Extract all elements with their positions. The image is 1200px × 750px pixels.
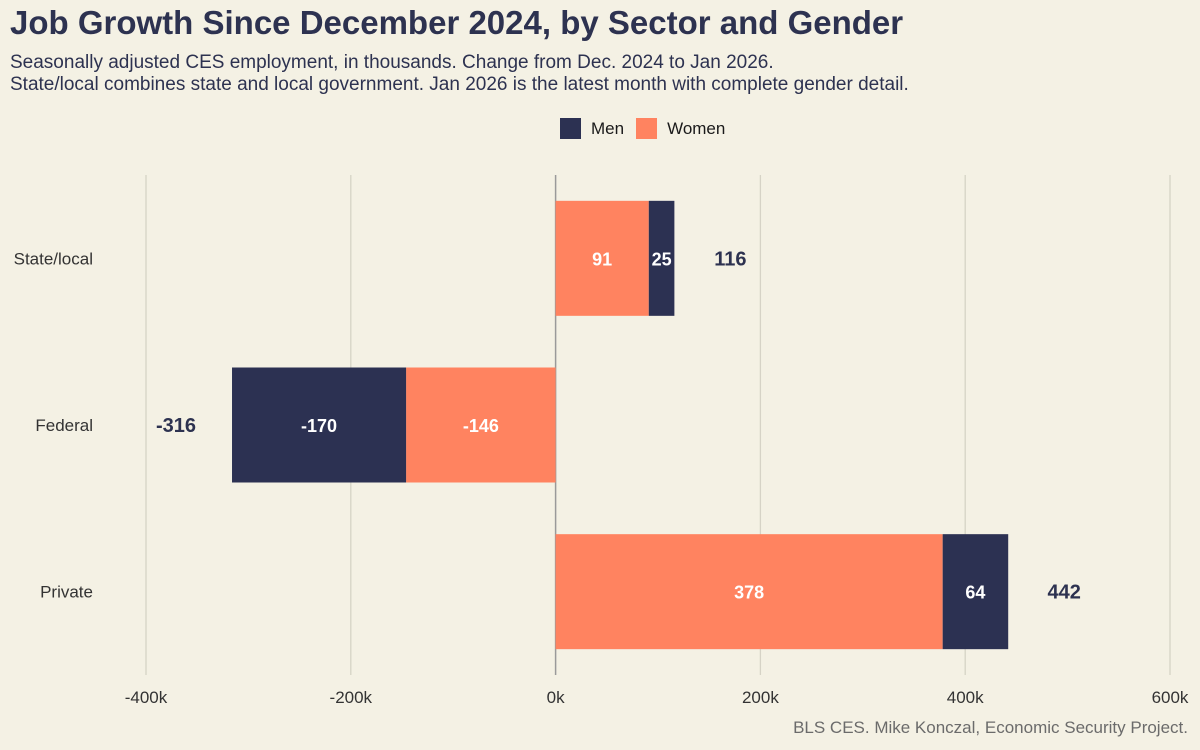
source-caption: BLS CES. Mike Konczal, Economic Security…	[793, 718, 1188, 737]
chart-subtitle: Seasonally adjusted CES employment, in t…	[10, 52, 909, 96]
x-tick-label: -200k	[330, 688, 373, 707]
legend-label-women: Women	[667, 118, 726, 138]
bar-men	[232, 367, 407, 483]
bar-women	[555, 200, 649, 316]
legend-key-men	[560, 118, 581, 139]
x-tick-label: 200k	[742, 688, 779, 707]
x-tick-label: 600k	[1152, 688, 1189, 707]
legend: Men Women	[560, 118, 737, 139]
total-label: 116	[714, 248, 746, 270]
bar-women	[555, 534, 943, 650]
category-label: Private	[40, 583, 93, 602]
category-label: State/local	[14, 249, 93, 268]
legend-label-men: Men	[591, 118, 625, 138]
x-tick-label: 400k	[947, 688, 984, 707]
data-label-women: 91	[592, 249, 612, 269]
total-label: -316	[156, 415, 196, 437]
legend-item-men: Men	[560, 118, 624, 139]
data-label-women: 378	[734, 583, 764, 603]
subtitle-line-1: Seasonally adjusted CES employment, in t…	[10, 52, 774, 73]
bar-men	[648, 200, 675, 316]
bar-men	[942, 534, 1009, 650]
legend-item-women: Women	[636, 118, 725, 139]
data-label-men: -170	[301, 416, 337, 436]
bar-women	[406, 367, 556, 483]
total-label: 442	[1048, 582, 1081, 604]
data-label-women: -146	[463, 416, 499, 436]
legend-key-women	[636, 118, 658, 139]
x-tick-label: -400k	[125, 688, 168, 707]
category-label: Federal	[35, 416, 93, 435]
data-label-men: 25	[652, 249, 672, 269]
chart-title: Job Growth Since December 2024, by Secto…	[10, 4, 904, 41]
x-tick-label: 0k	[547, 688, 565, 707]
data-label-men: 64	[965, 583, 985, 603]
subtitle-line-2: State/local combines state and local gov…	[10, 74, 909, 95]
